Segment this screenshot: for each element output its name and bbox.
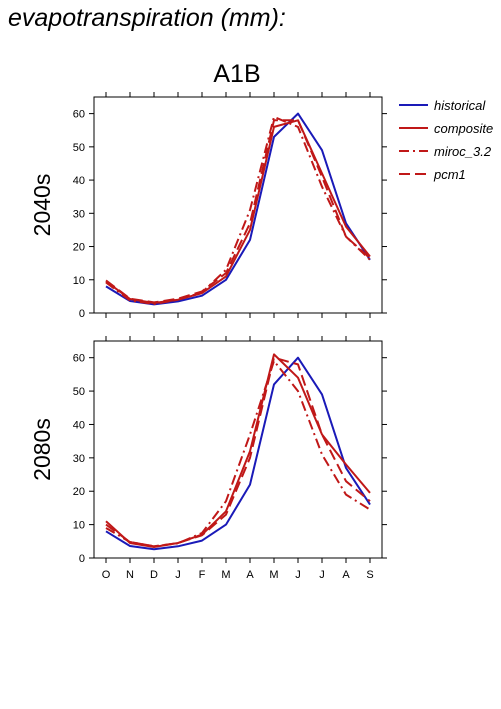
x-tick-label: S xyxy=(366,569,373,581)
y-tick-label: 50 xyxy=(73,386,85,398)
panel-label-2080s: 2080s xyxy=(29,418,55,481)
legend: historical composite miroc_3.2 pcm1 xyxy=(399,98,493,182)
panel-2080s: 0 10 20 30 40 50 60 2080s xyxy=(29,336,387,565)
series-line-composite xyxy=(105,119,371,304)
series-line-pcm1 xyxy=(105,356,371,548)
y-tick-label: 20 xyxy=(73,242,85,254)
y-tick-label: 10 xyxy=(73,275,85,287)
x-tick-label: O xyxy=(102,569,111,581)
series-line-historical xyxy=(105,356,371,551)
legend-label-pcm1: pcm1 xyxy=(433,167,466,182)
legend-label-historical: historical xyxy=(434,98,486,113)
chart-subtitle: A1B xyxy=(213,60,260,88)
series-line-miroc_3.2 xyxy=(105,360,371,548)
y-tick-label: 0 xyxy=(79,308,85,320)
series-line-historical xyxy=(105,112,371,306)
y-tick-label: 0 xyxy=(79,553,85,565)
x-tick-label: D xyxy=(150,569,158,581)
x-tick-label: N xyxy=(126,569,134,581)
y-tick-label: 30 xyxy=(73,208,85,220)
plot-frame xyxy=(93,340,383,559)
series-line-miroc_3.2 xyxy=(105,115,371,305)
y-tick-label: 20 xyxy=(73,486,85,498)
series-line-pcm1 xyxy=(105,119,371,304)
y-tick-label: 40 xyxy=(73,175,85,187)
y-tick-label: 30 xyxy=(73,453,85,465)
y-tick-label: 40 xyxy=(73,419,85,431)
panel-2040s: 0 10 20 30 40 50 60 2040s xyxy=(29,92,387,320)
x-tick-label: J xyxy=(295,569,301,581)
main-title: evapotranspiration (mm): xyxy=(8,4,286,32)
y-tick-label: 50 xyxy=(73,142,85,154)
y-tick-label: 60 xyxy=(73,109,85,121)
x-tick-label: F xyxy=(199,569,206,581)
x-tick-label: J xyxy=(319,569,325,581)
x-tick-label: A xyxy=(342,569,350,581)
legend-label-miroc_3.2: miroc_3.2 xyxy=(434,144,492,159)
y-tick-label: 60 xyxy=(73,353,85,365)
x-tick-label: A xyxy=(246,569,254,581)
y-tick-label: 10 xyxy=(73,520,85,532)
x-tick-label: J xyxy=(175,569,181,581)
x-tick-label: M xyxy=(269,569,278,581)
panel-label-2040s: 2040s xyxy=(29,174,55,237)
plot-frame xyxy=(93,96,383,314)
x-tick-label: M xyxy=(221,569,230,581)
legend-label-composite: composite xyxy=(434,121,493,136)
